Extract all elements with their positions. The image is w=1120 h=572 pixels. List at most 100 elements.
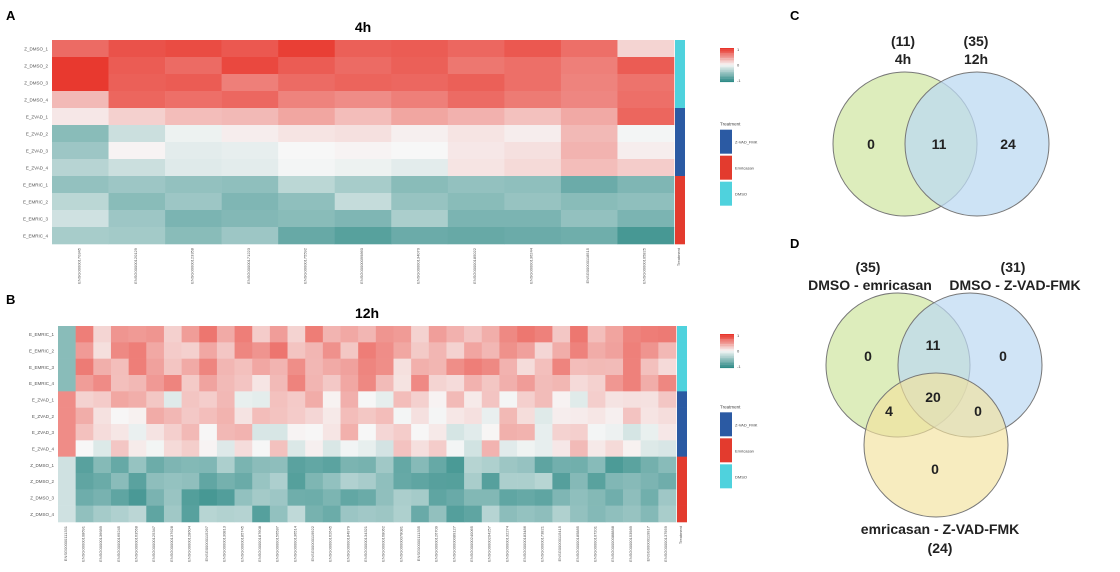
heatmap-cell <box>587 440 606 457</box>
column-label: ENSG00000240065 <box>469 525 474 562</box>
heatmap-cell <box>481 473 500 490</box>
heatmap-cell <box>464 424 483 441</box>
heatmap-cell <box>287 424 306 441</box>
heatmap-cell <box>269 375 288 392</box>
heatmap-cell <box>110 342 129 359</box>
heatmap-cell <box>605 473 624 490</box>
scale-gradient-step <box>720 54 734 57</box>
heatmap-cell <box>110 375 129 392</box>
heatmap-cell <box>146 440 165 457</box>
scale-gradient-step <box>720 73 734 76</box>
scale-gradient-step <box>720 335 734 338</box>
heatmap-cell <box>234 358 253 376</box>
heatmap-cell <box>93 358 112 376</box>
heatmap-cell <box>411 407 430 425</box>
heatmap-cell <box>447 142 505 160</box>
heatmap-cell <box>234 489 253 506</box>
heatmap-cell <box>570 375 589 392</box>
venn-d-set2-count: (31) <box>1001 259 1026 275</box>
heatmap-cell <box>446 440 465 457</box>
heatmap-cell <box>52 108 109 126</box>
scale-gradient-step <box>720 49 734 52</box>
heatmap-cell <box>75 358 94 376</box>
heatmap-4h: 4h Z_DMSO_1 Z_DMSO_2 Z_DMSO_3 Z_DMSO_4 E_ZVAD… <box>23 19 758 284</box>
heatmap-cell <box>464 375 483 392</box>
row-label: Z_DMSO_2 <box>30 479 54 484</box>
heatmap-cell <box>322 391 341 408</box>
scale-gradient-step <box>720 68 734 71</box>
heatmap-cell <box>287 326 306 343</box>
heatmap-cell <box>305 342 324 359</box>
scale-gradient-step <box>720 80 734 83</box>
treatment-bar-cell <box>675 108 685 126</box>
heatmap-cell <box>658 489 677 506</box>
column-label: ENSG00000105825 <box>642 247 647 284</box>
heatmap-cell <box>340 440 359 457</box>
heatmap-cell <box>334 193 392 211</box>
heatmap-cell <box>278 108 336 126</box>
heatmap-cell <box>504 40 562 58</box>
scale-gradient-step <box>720 78 734 81</box>
heatmap-cell <box>287 489 306 506</box>
heatmap-cell <box>534 391 553 408</box>
heatmap-cell <box>340 326 359 343</box>
heatmap-cell <box>446 391 465 408</box>
venn-c-set1-count: (11) <box>891 33 915 49</box>
heatmap-cell <box>305 424 324 441</box>
heatmap-cell <box>375 407 394 425</box>
heatmap-cell <box>108 108 166 126</box>
column-label: ENSG00000088888 <box>610 525 615 562</box>
heatmap-cell <box>181 326 200 343</box>
heatmap-cell <box>305 375 324 392</box>
heatmap-cell <box>334 210 392 228</box>
heatmap-cell <box>358 473 377 490</box>
heatmap-cell <box>146 342 165 359</box>
heatmap-cell <box>52 57 109 75</box>
heatmap-cell <box>108 91 166 109</box>
heatmap-cell <box>199 391 218 408</box>
heatmap-cell <box>165 108 222 126</box>
heatmap-cell <box>58 391 76 408</box>
venn-d-set1-count: (35) <box>856 259 881 275</box>
panel-label-c: C <box>790 8 800 23</box>
heatmap-cell <box>146 489 165 506</box>
heatmap-cell <box>108 176 166 194</box>
heatmap-cell <box>605 489 624 506</box>
row-label: E_ZVAD_1 <box>26 115 49 120</box>
heatmap-cell <box>464 407 483 425</box>
heatmap-cell <box>52 142 109 160</box>
scale-gradient-step <box>720 356 734 358</box>
heatmap-cell <box>216 326 235 343</box>
heatmap-cell <box>58 456 76 474</box>
heatmap-cell <box>110 456 129 474</box>
heatmap-cell <box>75 440 94 457</box>
heatmap-cell <box>269 489 288 506</box>
heatmap-cell <box>278 40 336 58</box>
scale-gradient-step <box>720 63 734 66</box>
heatmap-cell <box>393 456 412 474</box>
heatmap-cell <box>163 342 182 359</box>
treatment-bar-cell <box>675 176 685 194</box>
scale-gradient-step <box>720 359 734 362</box>
heatmap-cell <box>623 391 641 408</box>
heatmap-cell <box>640 358 659 376</box>
heatmap-cell <box>216 375 235 392</box>
heatmap-cell <box>552 358 571 376</box>
treatment-legend-title: Treatment <box>720 122 741 127</box>
heatmap-cell <box>391 159 449 177</box>
heatmap-cell <box>252 489 271 506</box>
treatment-bar-cell <box>677 456 687 474</box>
heatmap-cell <box>393 358 412 376</box>
heatmap-cell <box>287 456 306 474</box>
column-label: ENSG00000185745 <box>239 525 244 562</box>
scale-gradient-step <box>720 342 734 345</box>
heatmap-cell <box>560 193 618 211</box>
scale-gradient-step <box>720 56 734 59</box>
heatmap-cell <box>221 91 279 109</box>
heatmap-cell <box>165 91 222 109</box>
heatmap-cell <box>623 440 641 457</box>
heatmap-cell <box>640 326 659 343</box>
heatmap-cell <box>234 375 253 392</box>
heatmap-cell <box>358 375 377 392</box>
heatmap-cell <box>75 489 94 506</box>
